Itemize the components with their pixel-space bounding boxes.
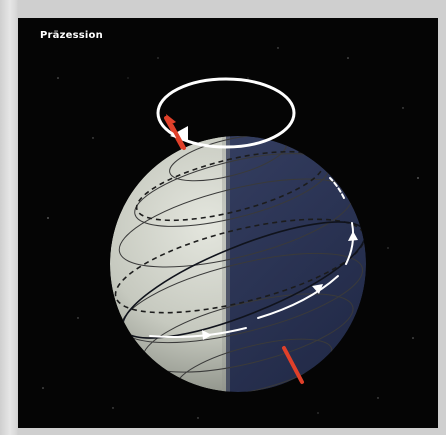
diagram-title: Präzession xyxy=(40,30,103,41)
axis-tip-arrow xyxy=(166,114,186,150)
starfield xyxy=(42,47,419,419)
earth-globe xyxy=(110,136,366,392)
precession-diagram xyxy=(42,47,419,419)
rotation-axis-south xyxy=(282,346,304,384)
precession-ring xyxy=(156,77,296,149)
precession-arrowhead xyxy=(170,126,188,142)
diagram-panel: Präzession xyxy=(18,18,438,428)
rotation-arrows xyxy=(149,177,355,338)
rotation-arrowheads xyxy=(202,231,358,340)
